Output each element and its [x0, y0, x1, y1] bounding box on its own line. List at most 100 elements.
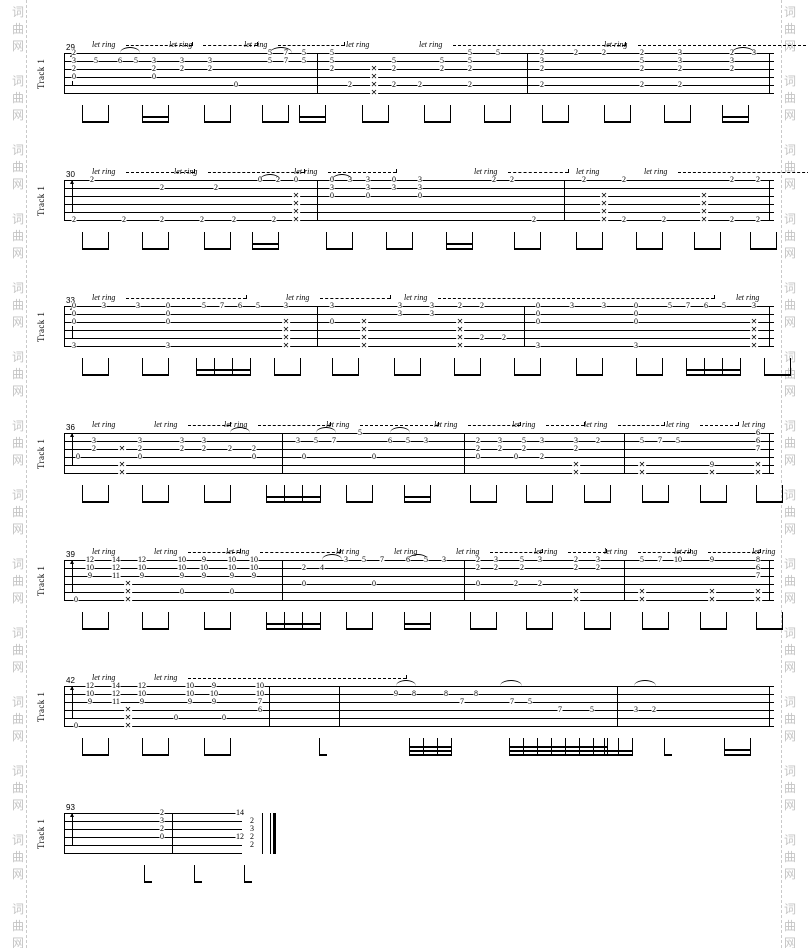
- watermark-group: 词曲网: [1, 142, 34, 193]
- watermark-char: 词: [11, 557, 24, 571]
- fret-number: 0: [365, 191, 371, 200]
- watermark-char: 词: [783, 902, 796, 916]
- note-beam: [664, 754, 672, 756]
- note-beam: [764, 374, 791, 376]
- let-ring-dashes: [258, 425, 330, 426]
- barline: [172, 813, 173, 854]
- fret-number: 11: [111, 571, 121, 580]
- let-ring-end-tick: [664, 422, 665, 426]
- watermark-group: 词曲网: [1, 211, 34, 262]
- note-beam: [299, 121, 326, 123]
- let-ring-end-tick: [240, 549, 241, 553]
- fret-number: 3: [365, 175, 371, 184]
- note-stem: [204, 612, 205, 628]
- note-stem: [604, 105, 605, 121]
- fret-number: ✕: [750, 333, 758, 342]
- note-stem: [480, 358, 481, 374]
- staff-line: [64, 702, 774, 703]
- fret-number: 3: [329, 301, 335, 310]
- watermark-group: 词曲网: [1, 349, 34, 400]
- fret-number: 0: [137, 452, 143, 461]
- fret-number: 2: [539, 64, 545, 73]
- barline: [564, 180, 565, 221]
- watermark-group: 词曲网: [1, 487, 34, 538]
- note-stem: [168, 105, 169, 121]
- fret-number: 2: [467, 64, 473, 73]
- barline: [282, 560, 283, 601]
- fret-number: 3: [71, 341, 77, 350]
- note-stem: [319, 738, 320, 754]
- barline-final-thin: [270, 813, 271, 854]
- barline: [339, 686, 340, 727]
- fret-number: 2: [391, 80, 397, 89]
- fret-number: 9: [179, 571, 185, 580]
- note-stem: [284, 612, 285, 628]
- note-stem: [302, 612, 303, 628]
- fret-number: 3: [329, 183, 335, 192]
- note-beam: [470, 501, 497, 503]
- note-beam: [362, 121, 389, 123]
- fret-number: 6: [117, 56, 123, 65]
- fret-number: 10: [185, 681, 195, 690]
- slur-arc: [316, 427, 336, 433]
- fret-number: 0: [71, 72, 77, 81]
- fret-number: ✕: [118, 468, 126, 477]
- note-stem: [144, 865, 145, 881]
- fret-number: 11: [111, 697, 121, 706]
- note-stem: [168, 485, 169, 501]
- fret-number: 3: [751, 301, 757, 310]
- note-stem: [642, 612, 643, 628]
- watermark-group: 词曲网: [1, 73, 34, 124]
- watermark-char: 词: [783, 143, 796, 157]
- note-beam: [576, 374, 603, 376]
- fret-number: 10: [249, 555, 259, 564]
- fret-number: ✕: [708, 587, 716, 596]
- fret-number: ✕: [124, 595, 132, 604]
- measure-number: 36: [66, 423, 75, 432]
- fret-number: 2: [729, 64, 735, 73]
- note-beam: [142, 121, 169, 123]
- fret-number: 2: [91, 444, 97, 453]
- fret-number: 7: [685, 301, 691, 310]
- note-stem: [372, 612, 373, 628]
- fret-number: 5: [329, 48, 335, 57]
- fret-number: 3: [633, 705, 639, 714]
- note-stem: [230, 232, 231, 248]
- note-beam: [194, 881, 202, 883]
- note-stem: [230, 105, 231, 121]
- start-arrow-icon: [70, 813, 74, 846]
- fret-number: 3: [595, 555, 601, 564]
- fret-number: ✕: [754, 587, 762, 596]
- note-stem: [108, 485, 109, 501]
- fret-number: 2: [479, 333, 485, 342]
- let-ring-label: let ring: [584, 420, 608, 429]
- fret-number: 3: [633, 341, 639, 350]
- note-stem: [214, 358, 215, 374]
- fret-number: 3: [751, 48, 757, 57]
- watermark-char: 网: [783, 729, 796, 743]
- let-ring-end-tick: [192, 42, 193, 46]
- fret-number: 7: [755, 571, 761, 580]
- fret-number: 5: [721, 301, 727, 310]
- fret-number: 7: [557, 705, 563, 714]
- fret-number: 2: [159, 183, 165, 192]
- slur-arc: [390, 427, 410, 433]
- fret-number: 0: [71, 317, 77, 326]
- let-ring-label: let ring: [174, 167, 198, 176]
- note-stem: [602, 358, 603, 374]
- fret-number: 2: [439, 64, 445, 73]
- note-beam: [142, 754, 169, 756]
- note-stem: [284, 485, 285, 501]
- let-ring-end-tick: [194, 169, 195, 173]
- fret-number: 0: [633, 317, 639, 326]
- note-stem: [610, 612, 611, 628]
- fret-number: ✕: [600, 207, 608, 216]
- let-ring-end-tick: [606, 549, 607, 553]
- fret-number: ✕: [750, 325, 758, 334]
- watermark-char: 网: [783, 453, 796, 467]
- let-ring-dashes: [260, 552, 340, 553]
- fret-number: ✕: [600, 199, 608, 208]
- fret-number: 2: [601, 48, 607, 57]
- fret-number: 3: [423, 436, 429, 445]
- note-beam: [142, 374, 169, 376]
